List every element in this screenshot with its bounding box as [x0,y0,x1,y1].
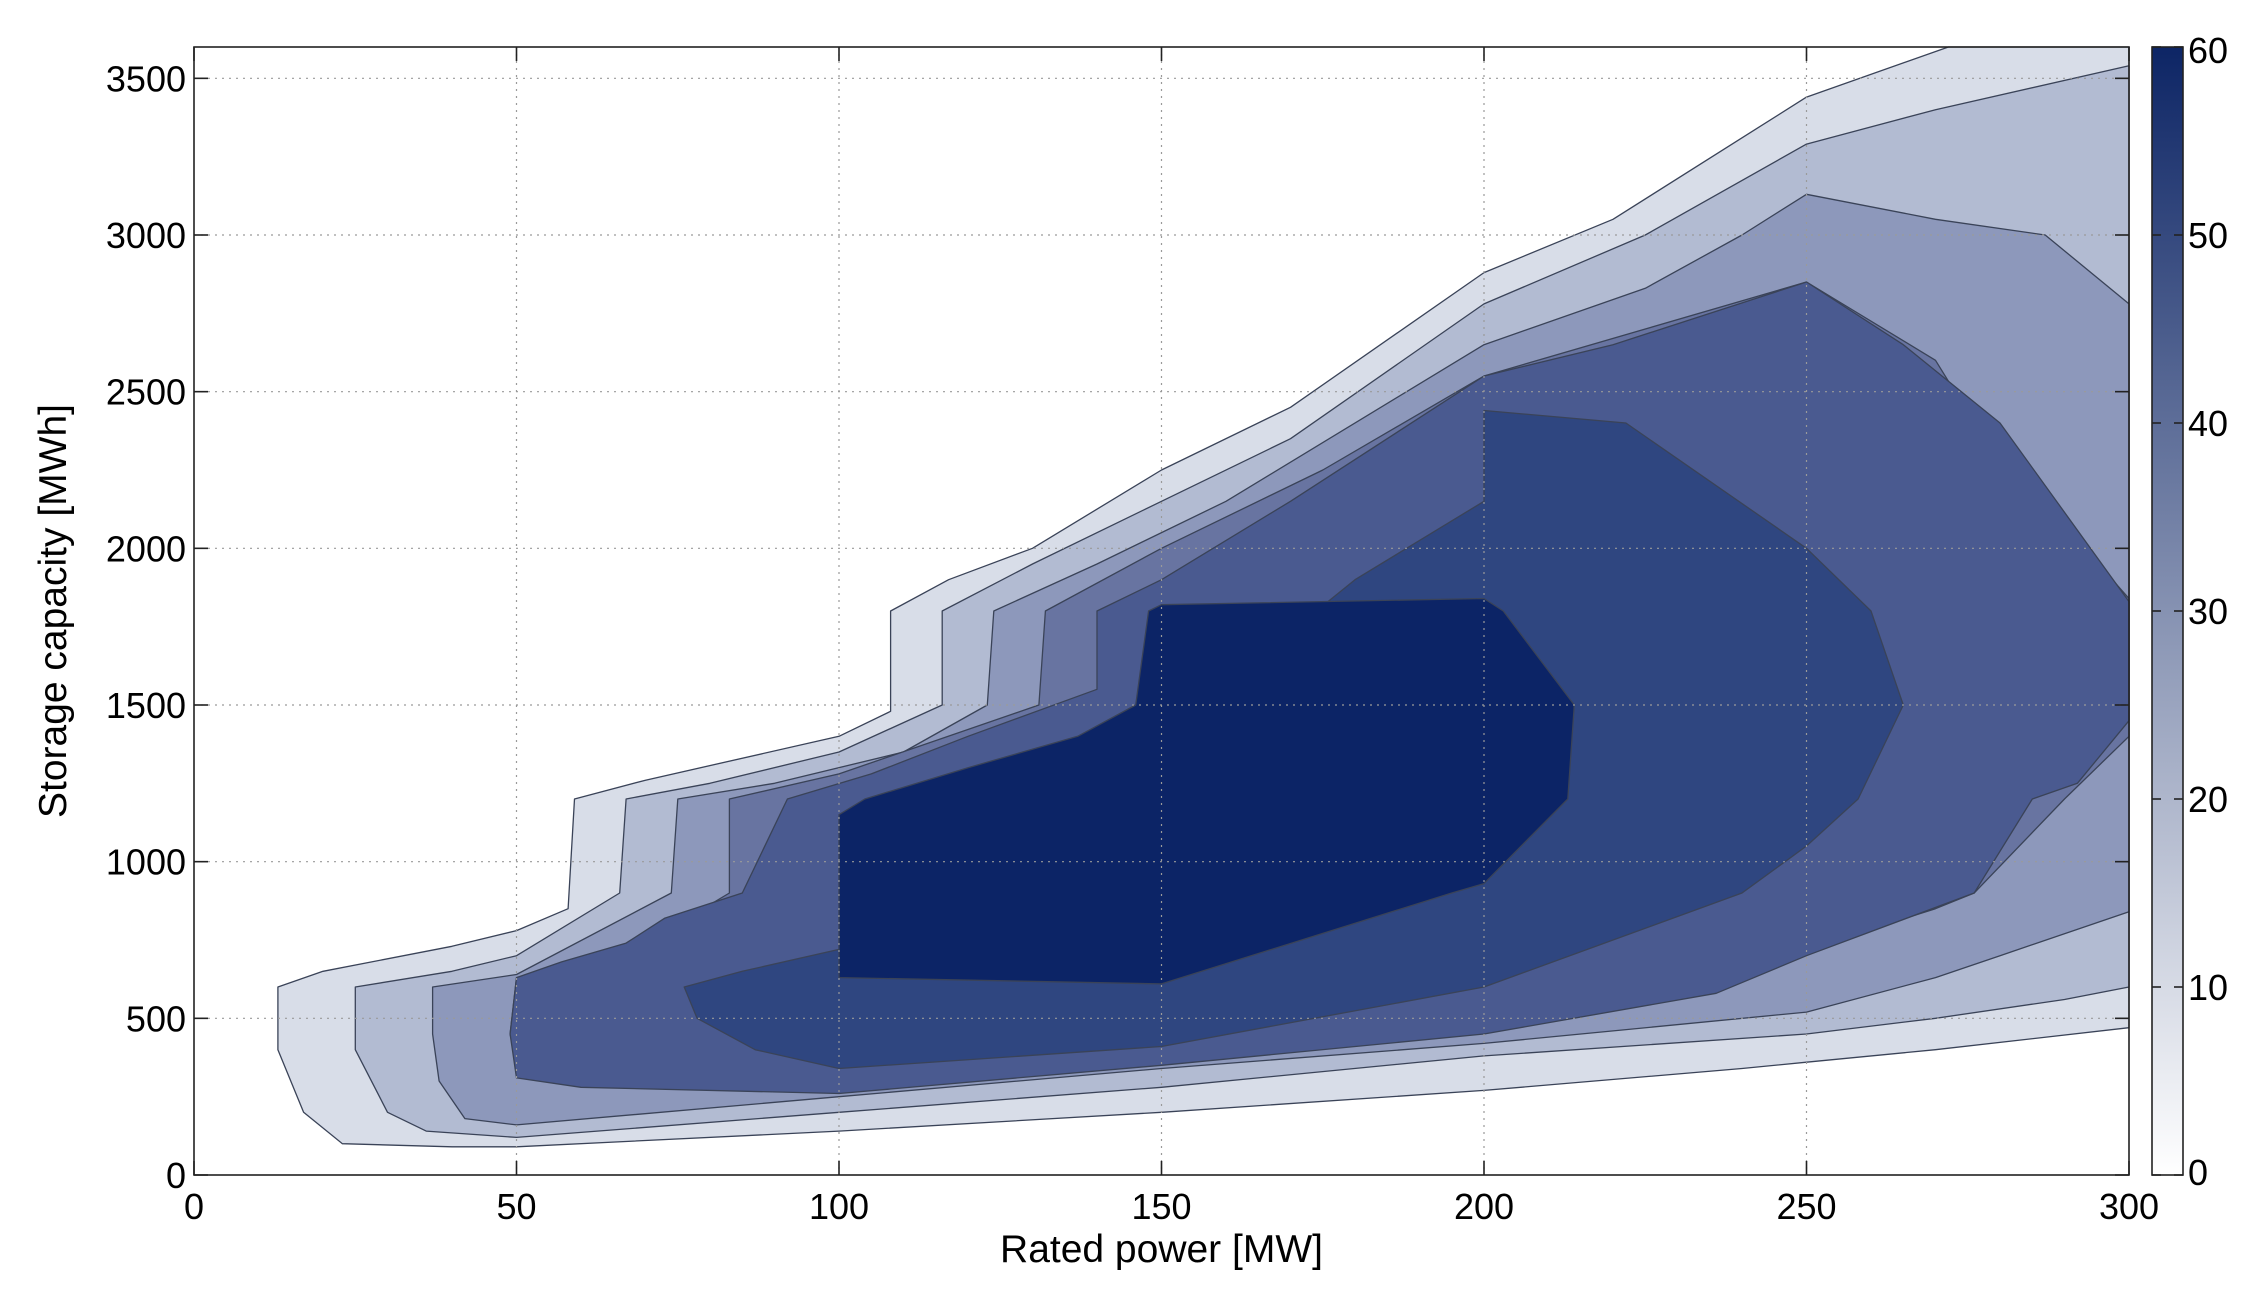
x-tick-label: 0 [184,1186,204,1227]
x-tick-label: 50 [496,1186,536,1227]
x-axis-label: Rated power [MW] [1000,1228,1323,1271]
colorbar-tick-label: 10 [2188,967,2228,1008]
contour-level-60 [838,597,1575,985]
x-tick-labels: 0 50 100 150 200 250 300 [184,1186,2159,1227]
colorbar-tick-label: 0 [2188,1152,2208,1193]
y-tick-label: 3000 [106,215,186,256]
y-tick-labels: 0 500 1000 1500 2000 2500 3000 3500 [106,58,186,1196]
y-axis-label: Storage capacity [MWh] [32,404,75,818]
y-tick-label: 0 [166,1155,186,1196]
colorbar: 0 10 20 30 40 50 60 [2151,30,2228,1193]
x-tick-label: 150 [1131,1186,1191,1227]
y-tick-label: 1500 [106,685,186,726]
y-tick-label: 1000 [106,842,186,883]
axes [193,46,2130,1176]
contour-layers [277,46,2130,1148]
y-tick-label: 2500 [106,372,186,413]
colorbar-tick-label: 40 [2188,403,2228,444]
colorbar-tick-label: 30 [2188,591,2228,632]
x-tick-label: 300 [2099,1186,2159,1227]
colorbar-tick-label: 60 [2188,30,2228,71]
y-tick-label: 2000 [106,528,186,569]
x-tick-label: 200 [1454,1186,1514,1227]
colorbar-tick-label: 50 [2188,215,2228,256]
x-tick-label: 100 [809,1186,869,1227]
y-tick-label: 3500 [106,58,186,99]
x-tick-label: 250 [1776,1186,1836,1227]
y-tick-label: 500 [126,998,186,1039]
grid-lines [194,47,2129,1175]
colorbar-tick-label: 20 [2188,779,2228,820]
